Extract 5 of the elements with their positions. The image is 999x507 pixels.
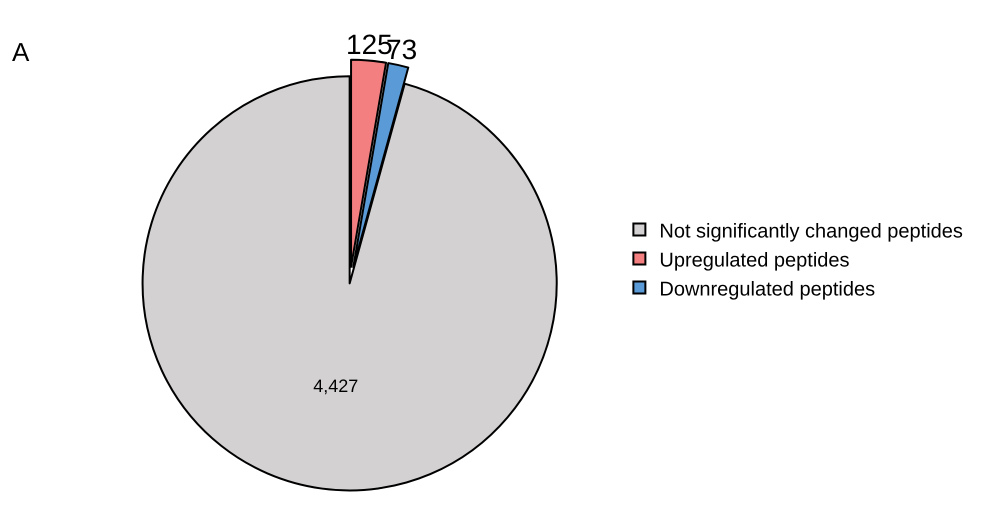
legend-label: Upregulated peptides	[659, 249, 850, 272]
data-label: 4,427	[313, 376, 358, 396]
text: A	[12, 37, 30, 67]
legend-label: Not significantly changed peptides	[659, 220, 963, 242]
legend-label: Downregulated peptides	[659, 278, 876, 300]
